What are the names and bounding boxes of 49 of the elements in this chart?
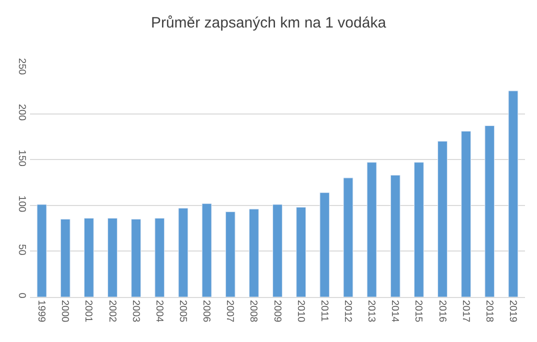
y-tick-label: 100 xyxy=(16,196,27,213)
x-tick-label: 2011 xyxy=(318,300,330,322)
x-tick-label: 2015 xyxy=(412,300,424,323)
bar xyxy=(154,218,165,297)
y-tick-label: 150 xyxy=(16,150,27,167)
x-tick-label: 2008 xyxy=(248,300,259,323)
y-tick-label: 0 xyxy=(16,292,27,299)
x-tick-label: 2006 xyxy=(200,300,212,323)
x-tick-label: 2004 xyxy=(153,300,164,323)
x-tick-label: 2017 xyxy=(460,300,471,323)
chart-title: Průměr zapsaných km na 1 vodáka xyxy=(150,14,387,32)
x-tick-label: 2003 xyxy=(130,300,141,323)
bar xyxy=(36,204,47,297)
bar xyxy=(414,162,424,297)
bar xyxy=(461,130,472,297)
bar xyxy=(320,192,330,297)
bar xyxy=(508,90,518,297)
x-tick-label: 2002 xyxy=(106,300,118,323)
x-tick-label: 2012 xyxy=(342,300,353,323)
bar xyxy=(366,162,377,297)
bar xyxy=(248,208,259,297)
bar xyxy=(225,212,236,297)
y-tick-label: 200 xyxy=(16,104,27,122)
x-tick-label: 2001 xyxy=(82,300,94,323)
bar xyxy=(296,206,306,297)
bar xyxy=(178,208,188,297)
x-tick-label: 2005 xyxy=(176,300,188,323)
bar xyxy=(438,141,448,297)
x-tick-label: 2009 xyxy=(271,300,282,323)
bar xyxy=(272,204,282,297)
bar xyxy=(84,218,94,297)
x-tick-label: 2016 xyxy=(436,300,448,323)
x-tick-label: 2000 xyxy=(59,300,70,323)
bar xyxy=(343,178,354,297)
bar xyxy=(131,218,142,297)
y-tick-label: 250 xyxy=(16,58,27,76)
x-tick-label: 2018 xyxy=(483,300,494,323)
x-tick-label: 2019 xyxy=(506,300,518,323)
y-tick-label: 50 xyxy=(16,244,27,256)
bar xyxy=(202,203,212,297)
bar xyxy=(60,218,70,297)
x-tick-label: 1999 xyxy=(36,300,47,323)
x-tick-label: 2007 xyxy=(224,300,236,323)
bar xyxy=(390,174,400,297)
x-tick-label: 2013 xyxy=(366,300,377,323)
bar xyxy=(484,125,495,297)
x-tick-label: 2014 xyxy=(389,300,400,323)
bar xyxy=(108,218,118,297)
x-tick-label: 2010 xyxy=(294,300,306,323)
